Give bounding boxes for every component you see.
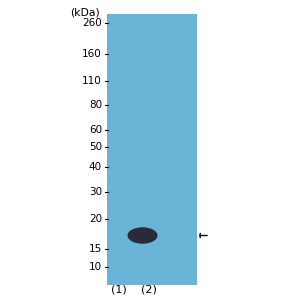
Text: 60: 60 (89, 124, 102, 135)
Text: 30: 30 (89, 187, 102, 197)
Text: 80: 80 (89, 100, 102, 110)
Text: 10: 10 (89, 262, 102, 272)
Text: (1): (1) (111, 285, 126, 295)
Ellipse shape (128, 227, 158, 244)
Text: (2): (2) (141, 285, 156, 295)
Text: 15: 15 (89, 244, 102, 254)
Text: 110: 110 (82, 76, 102, 86)
Text: (kDa): (kDa) (70, 8, 101, 17)
Bar (106, 14, 196, 285)
Text: 160: 160 (82, 49, 102, 59)
Text: 50: 50 (89, 142, 102, 152)
Text: 40: 40 (89, 161, 102, 172)
Text: 20: 20 (89, 214, 102, 224)
Text: 260: 260 (82, 17, 102, 28)
